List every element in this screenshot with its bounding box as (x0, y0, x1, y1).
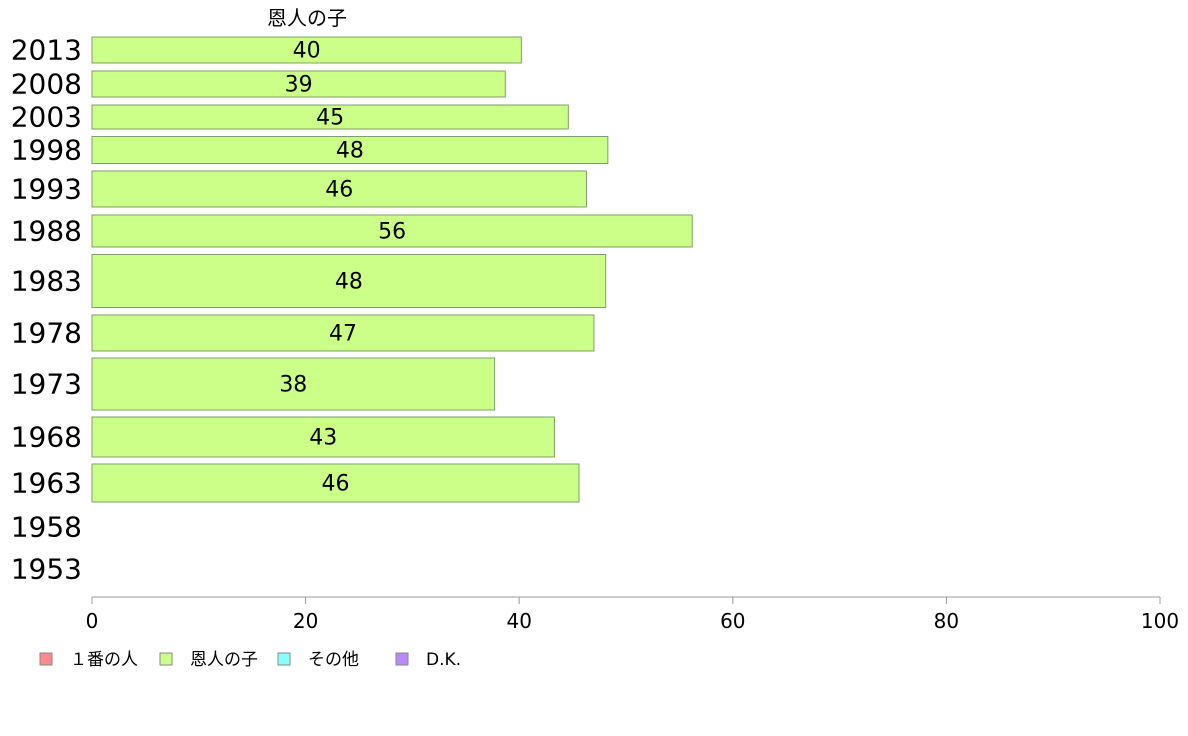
legend-label-0: １番の人 (70, 650, 138, 670)
bar-value-label-1993: 46 (325, 178, 353, 203)
legend-label-1: 恩人の子 (190, 650, 258, 670)
bar-2008 (91, 70, 506, 98)
bar-value-label-1983: 48 (335, 270, 363, 295)
bar-value-label-1998: 48 (336, 139, 364, 164)
x-tick-label-100: 100 (1141, 609, 1179, 633)
bar-value-label-1973: 38 (279, 373, 307, 398)
bar-1993 (91, 170, 587, 208)
bar-1988 (91, 214, 693, 248)
year-label-1953: 1953 (11, 553, 82, 586)
year-label-1993: 1993 (11, 173, 82, 206)
bar-1998 (91, 136, 609, 164)
series-title: 恩人の子 (267, 6, 347, 30)
year-label-1978: 1978 (11, 317, 82, 350)
bar-value-label-2013: 40 (293, 39, 321, 64)
legend-swatch-0 (39, 652, 53, 666)
bar-value-label-1978: 47 (329, 322, 357, 347)
year-label-1983: 1983 (11, 265, 82, 298)
legend-label-2: その他 (308, 650, 359, 670)
x-tick-label-60: 60 (720, 609, 745, 633)
bar-value-label-1963: 46 (322, 472, 350, 497)
legend-label-3: D.K. (426, 650, 461, 670)
bar-1983 (91, 254, 607, 308)
year-label-1958: 1958 (11, 511, 82, 544)
legend-swatch-3 (395, 652, 409, 666)
bar-2013 (91, 36, 522, 64)
year-label-1998: 1998 (11, 134, 82, 167)
bar-value-label-2003: 45 (316, 106, 344, 131)
legend-swatch-1 (159, 652, 173, 666)
x-tick-label-0: 0 (86, 609, 99, 633)
bar-value-label-1968: 43 (309, 426, 337, 451)
year-label-1968: 1968 (11, 421, 82, 454)
x-tick-label-20: 20 (293, 609, 318, 633)
bar-1973 (91, 357, 496, 411)
year-label-1963: 1963 (11, 467, 82, 500)
year-label-2008: 2008 (11, 68, 82, 101)
legend: １番の人 恩人の子 その他 D.K. (39, 650, 461, 670)
year-label-2013: 2013 (11, 34, 82, 67)
bar-1978 (91, 314, 595, 352)
x-tick-label-40: 40 (506, 609, 531, 633)
bar-value-label-2008: 39 (285, 73, 313, 98)
legend-swatch-2 (277, 652, 291, 666)
year-label-1988: 1988 (11, 215, 82, 248)
bar-1963 (91, 463, 580, 503)
bar-1968 (91, 416, 555, 458)
bar-2003 (91, 104, 569, 130)
year-label-1973: 1973 (11, 368, 82, 401)
x-tick-label-80: 80 (934, 609, 959, 633)
year-label-2003: 2003 (11, 101, 82, 134)
bar-value-label-1988: 56 (378, 220, 406, 245)
x-axis: 0 20 40 60 80 100 (86, 596, 1179, 633)
